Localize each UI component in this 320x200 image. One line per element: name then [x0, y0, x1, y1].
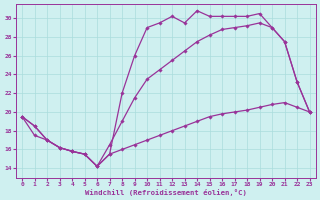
- X-axis label: Windchill (Refroidissement éolien,°C): Windchill (Refroidissement éolien,°C): [85, 189, 247, 196]
